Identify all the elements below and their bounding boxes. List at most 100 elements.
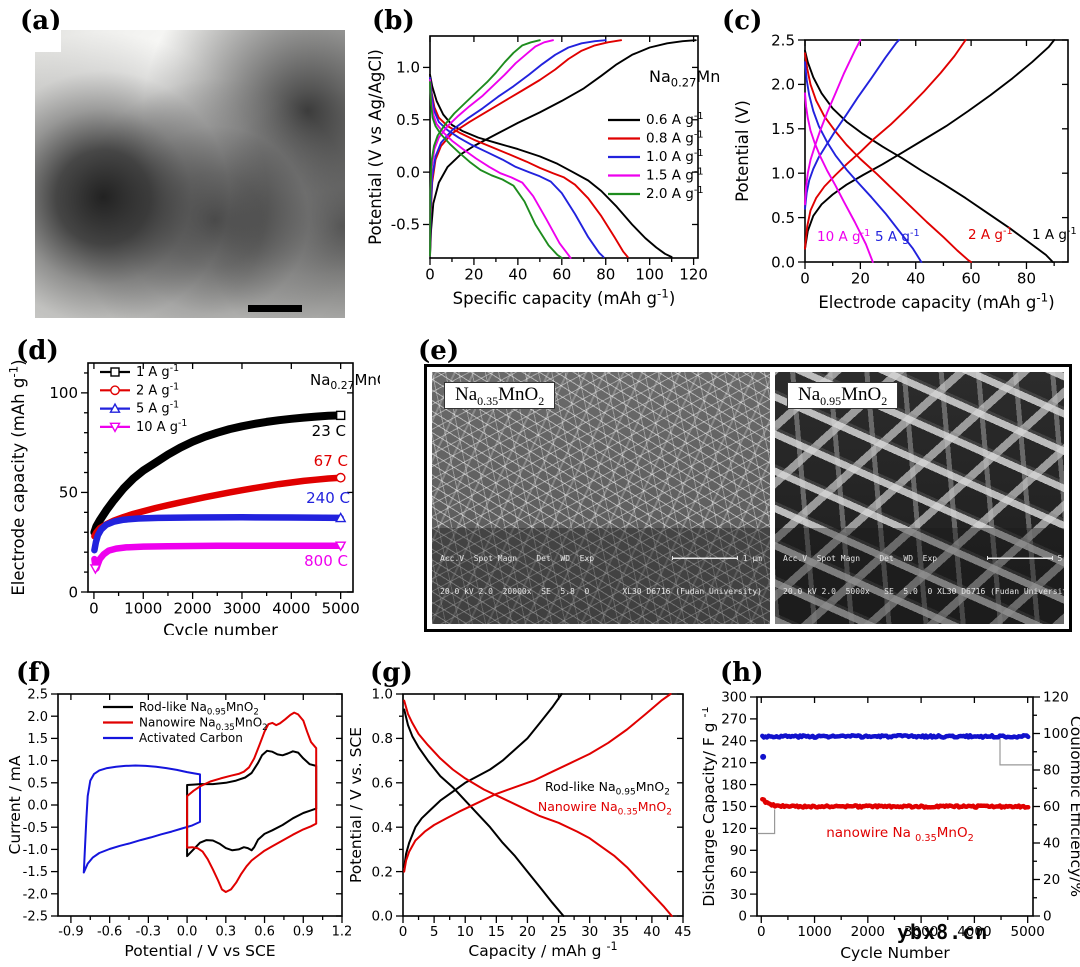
svg-text:0.9: 0.9 bbox=[293, 924, 314, 939]
chart-cycling-efficiency: 0 1000 2000 3000 4000 50000306090120150180210… bbox=[702, 690, 1080, 962]
svg-text:Activated Carbon: Activated Carbon bbox=[139, 731, 243, 745]
svg-text:1.0 A g-1: 1.0 A g-1 bbox=[646, 148, 704, 165]
svg-text:1000: 1000 bbox=[124, 599, 162, 617]
svg-text:10: 10 bbox=[457, 924, 474, 940]
svg-text:10 A g-1: 10 A g-1 bbox=[817, 228, 870, 245]
svg-text:0: 0 bbox=[89, 599, 99, 617]
series-2A-charge bbox=[804, 39, 967, 250]
series-nanowire-discharge bbox=[403, 699, 673, 917]
svg-text:Potential / V vs. SCE: Potential / V vs. SCE bbox=[350, 727, 365, 883]
svg-text:67 C: 67 C bbox=[314, 452, 348, 470]
svg-text:0.2: 0.2 bbox=[372, 864, 393, 880]
series-0.8-discharge bbox=[429, 76, 629, 258]
svg-text:2.0 A g-1: 2.0 A g-1 bbox=[646, 185, 704, 202]
sem-bar-header: Acc.V Spot Magn Det WD Exp bbox=[440, 553, 595, 563]
svg-text:-2.5: -2.5 bbox=[23, 910, 48, 925]
svg-text:15: 15 bbox=[488, 924, 505, 940]
sem-bar-header: Acc.V Spot Magn Det WD Exp bbox=[783, 553, 938, 563]
tem-image bbox=[35, 30, 345, 318]
svg-text:5000: 5000 bbox=[1010, 924, 1044, 940]
svg-text:30: 30 bbox=[730, 887, 747, 903]
svg-text:1.0: 1.0 bbox=[27, 754, 48, 769]
series-2.0-charge bbox=[429, 39, 541, 257]
legend: 0.6 A g-10.8 A g-1 1.0 A g-11.5 A g-1 2.0 … bbox=[608, 111, 704, 202]
svg-text:0.0: 0.0 bbox=[177, 924, 198, 939]
svg-text:800 C: 800 C bbox=[304, 552, 348, 570]
svg-text:2.5: 2.5 bbox=[771, 31, 795, 49]
svg-text:Potential (V vs Ag/AgCl): Potential (V vs Ag/AgCl) bbox=[368, 49, 385, 245]
svg-text:1 A g-1: 1 A g-1 bbox=[1032, 226, 1077, 243]
svg-text:0.0: 0.0 bbox=[372, 909, 393, 925]
svg-text:60: 60 bbox=[1043, 799, 1060, 815]
svg-text:2.0: 2.0 bbox=[771, 76, 795, 94]
svg-text:1.5: 1.5 bbox=[27, 732, 48, 747]
svg-text:120: 120 bbox=[1043, 690, 1069, 706]
chart-cycling-capacity: 0 1000 2000 3000 4000 5000 0 50 100 1 A g-12 A g-… bbox=[8, 359, 380, 635]
svg-text:0: 0 bbox=[757, 924, 766, 940]
svg-text:5 A g-1: 5 A g-1 bbox=[136, 400, 179, 417]
svg-text:1.2: 1.2 bbox=[332, 924, 353, 939]
svg-text:Na0.27MnO2: Na0.27MnO2 bbox=[310, 371, 380, 392]
svg-text:1.0: 1.0 bbox=[372, 687, 393, 703]
svg-text:0.6: 0.6 bbox=[254, 924, 275, 939]
svg-text:0.5: 0.5 bbox=[27, 776, 48, 791]
tem-scale-bar bbox=[248, 305, 302, 312]
svg-text:120: 120 bbox=[679, 265, 708, 283]
series-10A-charge bbox=[804, 39, 862, 206]
data-dot bbox=[760, 753, 767, 760]
svg-text:-2.0: -2.0 bbox=[23, 887, 48, 902]
series-5A bbox=[91, 514, 344, 554]
axes: 0 1000 2000 3000 4000 50000306090120150180210… bbox=[721, 690, 1069, 940]
svg-text:60: 60 bbox=[552, 265, 571, 283]
svg-text:1000: 1000 bbox=[797, 924, 831, 940]
svg-text:0.3: 0.3 bbox=[215, 924, 236, 939]
svg-text:300: 300 bbox=[721, 690, 747, 706]
svg-text:Potential (V): Potential (V) bbox=[733, 100, 752, 202]
annotations: Na0.27MnO2 23 C 67 C 240 C 800 C bbox=[304, 371, 380, 570]
sem-label-na035: Na0.35MnO2 bbox=[444, 382, 556, 409]
svg-text:45: 45 bbox=[674, 924, 691, 940]
series-1.5-discharge bbox=[429, 79, 572, 259]
series-1A-charge bbox=[804, 39, 1056, 250]
svg-text:Current / mA: Current / mA bbox=[8, 755, 24, 854]
panel-label-f: (f) bbox=[16, 658, 52, 688]
svg-text:3000: 3000 bbox=[904, 924, 938, 940]
svg-text:2000: 2000 bbox=[174, 599, 212, 617]
svg-text:0: 0 bbox=[399, 924, 408, 940]
series-activated-carbon bbox=[82, 764, 201, 874]
svg-text:30: 30 bbox=[581, 924, 598, 940]
series-5A-charge bbox=[804, 39, 901, 210]
svg-text:4000: 4000 bbox=[957, 924, 991, 940]
sem-image-nanowire: Na0.35MnO2 Acc.V Spot Magn Det WD Exp 20… bbox=[432, 372, 770, 624]
svg-text:210: 210 bbox=[721, 755, 747, 771]
svg-text:0: 0 bbox=[1043, 909, 1052, 925]
svg-text:2.5: 2.5 bbox=[27, 688, 48, 703]
svg-text:90: 90 bbox=[730, 843, 747, 859]
series-1.0-discharge bbox=[429, 76, 605, 258]
svg-text:Coulombic Efficiency/%: Coulombic Efficiency/% bbox=[1067, 716, 1080, 897]
svg-text:1.5: 1.5 bbox=[771, 120, 795, 138]
svg-text:Discharge Capacity/ F g -1: Discharge Capacity/ F g -1 bbox=[702, 706, 718, 906]
series-1.5-charge bbox=[429, 39, 554, 257]
sem-scale-bar bbox=[671, 556, 738, 561]
series-0.6-discharge bbox=[429, 73, 673, 258]
svg-text:Cycle number: Cycle number bbox=[163, 621, 278, 635]
svg-text:0.4: 0.4 bbox=[372, 820, 393, 836]
svg-text:2 A g-1: 2 A g-1 bbox=[136, 381, 179, 398]
sem-info-bar-right: Acc.V Spot Magn Det WD Exp 20.0 kV 2.0 5… bbox=[775, 527, 1064, 624]
svg-text:2.0: 2.0 bbox=[27, 710, 48, 725]
svg-text:120: 120 bbox=[721, 821, 747, 837]
svg-text:Capacity / mAh g -1: Capacity / mAh g -1 bbox=[468, 940, 617, 960]
series-discharge-capacity bbox=[760, 796, 1031, 810]
svg-text:5 A g-1: 5 A g-1 bbox=[875, 228, 920, 245]
legend: 1 A g-12 A g-1 5 A g-110 A g-1 bbox=[100, 363, 187, 435]
series-nanowire-charge bbox=[403, 693, 672, 873]
svg-text:0: 0 bbox=[800, 269, 810, 287]
svg-text:180: 180 bbox=[721, 777, 747, 793]
sem-bar-values: 20.0 kV 2.0 20000x SE 5.8 0 bbox=[440, 587, 590, 597]
svg-text:23 C: 23 C bbox=[312, 422, 346, 440]
svg-text:1 A g-1: 1 A g-1 bbox=[136, 363, 179, 380]
